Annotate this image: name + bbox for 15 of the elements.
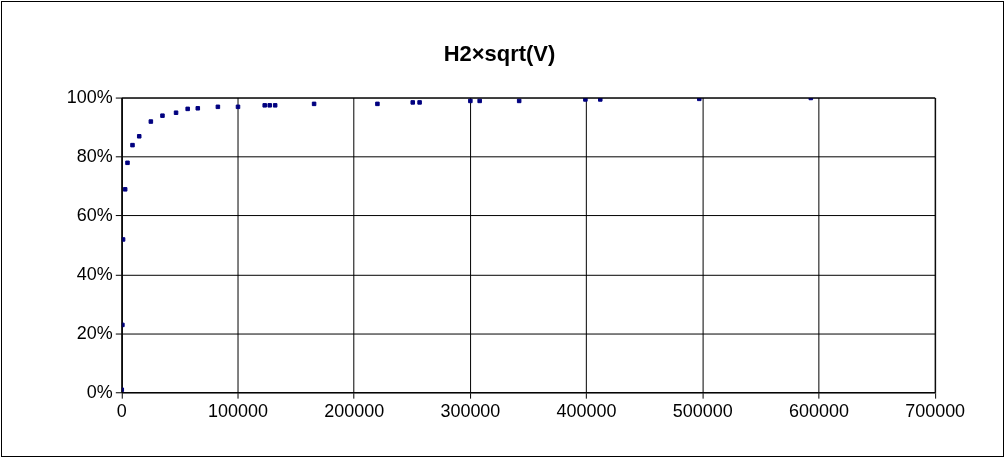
- x-tick-label: 100000: [208, 401, 268, 422]
- x-tick-label: 400000: [556, 401, 617, 422]
- y-tick-label: 60%: [76, 204, 113, 225]
- y-tick-label: 20%: [76, 322, 113, 343]
- x-tick-label: 600000: [788, 401, 849, 422]
- chart-title: H2×sqrt(V): [443, 41, 556, 66]
- x-tick-label: 200000: [324, 401, 385, 422]
- y-tick-label: 40%: [76, 263, 113, 284]
- x-tick-label: 500000: [672, 401, 733, 422]
- x-tick-label: 300000: [440, 401, 501, 422]
- y-tick-label: 0%: [86, 381, 113, 402]
- y-tick-label: 100%: [66, 86, 113, 107]
- y-tick-label: 80%: [76, 145, 113, 166]
- x-tick-label: 0: [116, 401, 127, 422]
- x-tick-label: 700000: [905, 401, 966, 422]
